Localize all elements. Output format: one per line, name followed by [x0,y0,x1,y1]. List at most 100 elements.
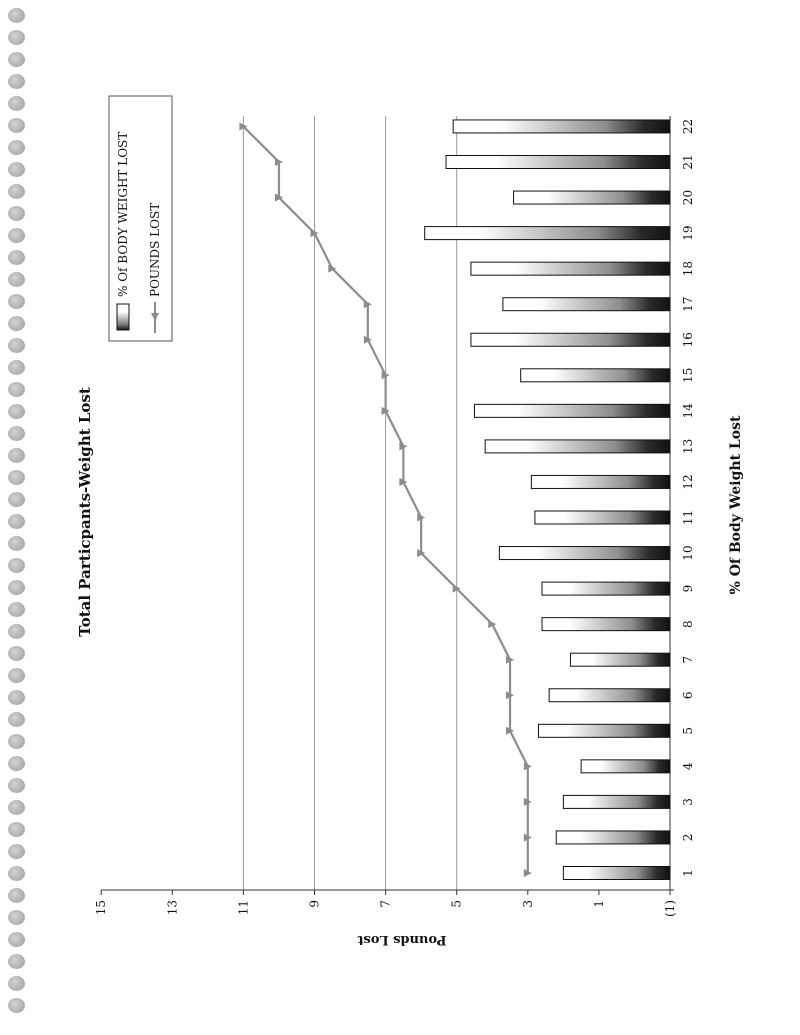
binder-hole [8,536,25,551]
line-series [239,122,532,877]
line-point-marker [274,193,283,202]
line-point-marker [506,691,515,700]
binder-hole [8,514,25,529]
binder-hole [8,316,25,331]
legend-bar-label: % Of BODY WEIGHT LOST [116,132,130,297]
binder-hole [8,646,25,661]
x-tick-label: 11 [681,510,695,525]
chart-title: Total Particpants-Weight Lost [76,387,94,637]
binder-hole [8,580,25,595]
x-tick-label: 13 [681,439,695,454]
bar [473,403,671,418]
binder-hole [8,382,25,397]
x-tick-label: 19 [681,225,695,240]
x-tick-label: 12 [681,474,695,489]
binder-hole [8,866,25,881]
y-tick-label: 5 [450,900,464,908]
x-tick-label: 3 [681,798,695,806]
binder-hole [8,162,25,177]
line-point-marker [488,620,497,629]
binder-hole [8,602,25,617]
legend-bar-swatch [116,303,130,331]
line-point-marker [523,833,532,842]
binder-hole [8,470,25,485]
legend-box [108,95,173,342]
binder-hole [8,558,25,573]
binder-hole [8,52,25,67]
binder-hole [8,998,25,1013]
line-point-marker [363,335,372,344]
binder-hole [8,756,25,771]
x-tick-label: 8 [681,620,695,628]
line-point-marker [328,264,337,273]
y-tick-label: 11 [236,900,250,915]
line-point-marker [417,513,426,522]
line-point-marker [399,477,408,486]
line-point-marker [363,300,372,309]
y-tick-label: 9 [308,900,322,908]
x-tick-label: 14 [681,403,695,419]
legend-line-marker [151,313,159,321]
bar [513,190,671,205]
binder-hole [8,624,25,639]
line-point-marker [523,762,532,771]
x-tick-label: 22 [681,119,695,134]
y-tick-label: 1 [592,900,606,908]
binder-hole [8,910,25,925]
line-point-marker [381,406,390,415]
gridlines [242,116,458,890]
legend-line-label: POUNDS LOST [148,203,162,297]
x-tick-label: 10 [681,545,695,560]
binder-hole [8,822,25,837]
y-tick-label: (1) [663,900,677,917]
line-point-marker [381,371,390,380]
bar [534,510,671,525]
binder-hole [8,250,25,265]
binder-hole [8,954,25,969]
bar [569,652,671,667]
y-tick-label: 13 [165,900,179,915]
bar [530,474,671,489]
bar [470,261,671,276]
line-point-marker [239,122,248,131]
x-tick-label: 6 [681,691,695,699]
bar [541,581,671,596]
bar [445,155,671,169]
bar [502,297,671,312]
binder-hole [8,30,25,45]
binder-hole [8,206,25,221]
binder-hole [8,360,25,375]
x-tick-label: 2 [681,834,695,842]
binder-hole [8,184,25,199]
x-tick-label: 16 [681,332,695,347]
x-tick-label: 1 [681,869,695,877]
binder-hole [8,8,25,23]
binder-hole [8,932,25,947]
line-point-marker [506,726,515,735]
bar [452,119,671,134]
bar [555,830,671,845]
x-tick-label: 17 [681,297,695,312]
bar-series [424,119,671,880]
line-point-marker [274,158,283,166]
binder-hole [8,448,25,463]
bar [498,546,671,561]
binder-hole [8,888,25,903]
x-tick-label: 9 [681,585,695,593]
binder-hole [8,976,25,991]
y-tick-label: 15 [94,900,108,915]
binder-hole [8,294,25,309]
binder-hole [8,426,25,441]
binder-hole [8,778,25,793]
x-tick-label: 21 [681,154,695,169]
binder-hole [8,844,25,859]
binder-hole [8,734,25,749]
binder-hole [8,404,25,419]
binder-hole [8,712,25,727]
y-tick-label: 3 [521,900,535,908]
binder-hole [8,118,25,133]
x-tick-label: 5 [681,727,695,735]
bar [548,688,671,703]
